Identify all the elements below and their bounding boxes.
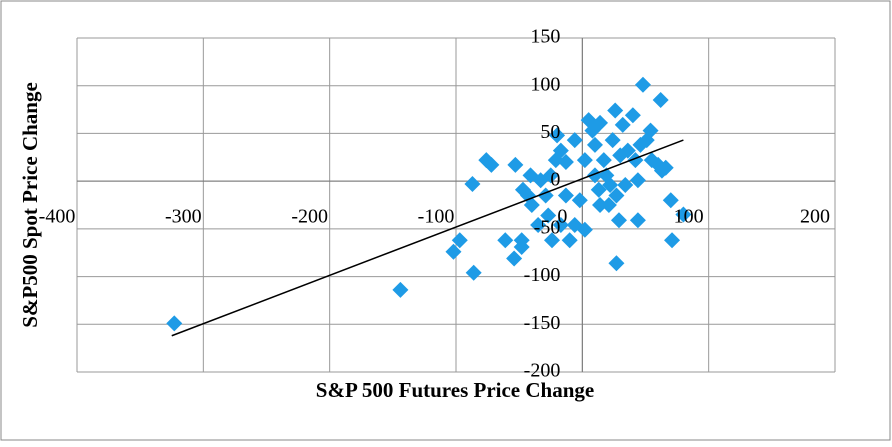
point xyxy=(608,255,625,272)
point xyxy=(614,116,631,133)
point xyxy=(590,181,607,198)
point xyxy=(540,207,557,224)
point xyxy=(617,176,634,193)
point xyxy=(576,221,593,238)
y-axis-title: S&P500 Spot Price Change xyxy=(18,82,42,328)
y-tick-label: -150 xyxy=(524,312,561,334)
point xyxy=(571,192,588,209)
y-tick-label: -50 xyxy=(534,216,561,238)
point xyxy=(664,232,681,249)
point xyxy=(513,238,530,255)
x-tick-label: -400 xyxy=(39,206,76,228)
marks xyxy=(166,76,692,337)
point xyxy=(523,197,540,213)
point xyxy=(675,206,692,223)
point xyxy=(592,114,609,131)
point xyxy=(557,187,574,204)
point xyxy=(166,315,183,332)
y-tick-label: 100 xyxy=(530,73,560,95)
point xyxy=(584,122,601,139)
point xyxy=(662,192,679,209)
point xyxy=(586,167,603,184)
point xyxy=(610,212,627,229)
point xyxy=(542,167,559,184)
point xyxy=(464,176,481,193)
x-tick-label: -100 xyxy=(418,206,455,228)
point xyxy=(652,92,669,109)
y-tick-label: -200 xyxy=(524,360,561,382)
point xyxy=(549,127,566,144)
y-tick-label: -100 xyxy=(524,264,561,286)
y-tick-label: 150 xyxy=(530,26,560,48)
point xyxy=(600,197,617,213)
point xyxy=(595,152,612,169)
point xyxy=(507,156,524,173)
point xyxy=(602,176,619,193)
point xyxy=(608,187,625,204)
point xyxy=(592,197,609,213)
y-tick-label: 0 xyxy=(550,169,560,191)
point xyxy=(619,142,636,159)
point xyxy=(566,132,583,149)
point xyxy=(557,154,574,171)
point xyxy=(604,132,621,149)
trendline xyxy=(171,139,684,337)
x-tick-label: -200 xyxy=(291,206,328,228)
point xyxy=(624,107,641,124)
point xyxy=(634,76,651,93)
point xyxy=(642,122,659,139)
point xyxy=(465,264,482,281)
point xyxy=(552,217,569,234)
point xyxy=(530,217,547,234)
x-tick-label: 0 xyxy=(557,206,567,228)
point xyxy=(445,243,462,260)
x-tick-label: 100 xyxy=(674,206,704,228)
point xyxy=(497,232,514,249)
point xyxy=(552,142,569,159)
point xyxy=(506,250,523,267)
point xyxy=(451,232,468,249)
x-tick-label: 200 xyxy=(800,206,830,228)
point xyxy=(629,212,646,229)
point xyxy=(483,156,500,173)
point xyxy=(629,172,646,189)
point xyxy=(607,102,624,119)
point xyxy=(544,232,561,249)
point xyxy=(586,136,603,153)
x-axis-title: S&P 500 Futures Price Change xyxy=(316,378,594,402)
x-tick-label: -300 xyxy=(165,206,202,228)
point xyxy=(561,232,578,249)
point xyxy=(576,152,593,169)
y-tick-label: 50 xyxy=(540,121,560,143)
point xyxy=(657,159,674,176)
point xyxy=(392,281,409,298)
